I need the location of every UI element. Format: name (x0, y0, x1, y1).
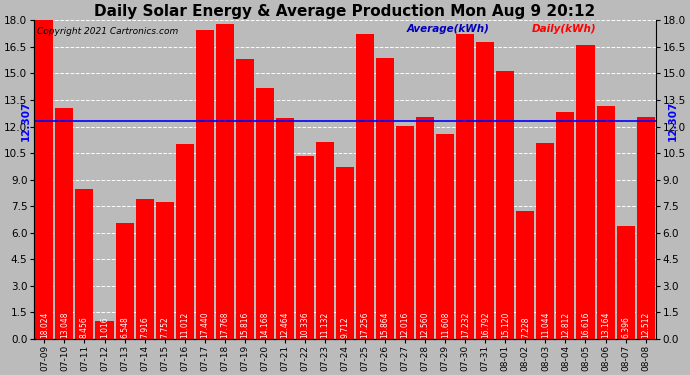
Bar (256, 88, 274, 339)
Text: 16.792: 16.792 (481, 312, 490, 338)
Text: 18.024: 18.024 (40, 312, 49, 338)
Bar (115, 223, 134, 339)
Bar (476, 42, 494, 339)
Text: 12.560: 12.560 (421, 312, 430, 338)
Bar (35, 20, 53, 339)
Text: 17.440: 17.440 (200, 312, 209, 338)
Text: 17.256: 17.256 (361, 312, 370, 338)
Bar (436, 134, 454, 339)
Bar (156, 202, 174, 339)
Bar (456, 34, 474, 339)
Bar (516, 211, 534, 339)
Text: Daily(kWh): Daily(kWh) (531, 24, 596, 33)
Bar (617, 226, 635, 339)
Title: Daily Solar Energy & Average Production Mon Aug 9 20:12: Daily Solar Energy & Average Production … (95, 4, 595, 19)
Text: 15.864: 15.864 (381, 312, 390, 338)
Text: 9.712: 9.712 (340, 316, 350, 338)
Text: 12.812: 12.812 (561, 312, 570, 338)
Text: 15.120: 15.120 (501, 312, 510, 338)
Bar (576, 45, 595, 339)
Text: 8.456: 8.456 (80, 316, 89, 338)
Bar (296, 156, 314, 339)
Text: 7.228: 7.228 (521, 316, 530, 338)
Text: 11.012: 11.012 (180, 312, 189, 338)
Text: 13.048: 13.048 (60, 312, 69, 338)
Bar (376, 58, 394, 339)
Bar (556, 112, 575, 339)
Text: 7.916: 7.916 (140, 316, 149, 338)
Bar (356, 33, 374, 339)
Text: 1.016: 1.016 (100, 316, 109, 338)
Text: 6.548: 6.548 (120, 316, 129, 338)
Bar (316, 142, 334, 339)
Text: 11.132: 11.132 (320, 312, 329, 338)
Bar (55, 108, 73, 339)
Text: Average(kWh): Average(kWh) (407, 24, 490, 33)
Text: 17.232: 17.232 (461, 312, 470, 338)
Text: 12.512: 12.512 (641, 312, 650, 338)
Text: 14.168: 14.168 (260, 312, 269, 338)
Bar (135, 199, 154, 339)
Text: 12.307: 12.307 (668, 101, 678, 141)
Bar (336, 167, 354, 339)
Bar (276, 118, 294, 339)
Bar (496, 71, 514, 339)
Bar (236, 59, 254, 339)
Text: 12.016: 12.016 (401, 312, 410, 338)
Text: 10.336: 10.336 (300, 312, 309, 338)
Bar (216, 24, 234, 339)
Text: 11.608: 11.608 (441, 312, 450, 338)
Text: 17.768: 17.768 (220, 312, 229, 338)
Text: Copyright 2021 Cartronics.com: Copyright 2021 Cartronics.com (37, 27, 179, 36)
Bar (396, 126, 414, 339)
Bar (637, 117, 655, 339)
Bar (176, 144, 194, 339)
Text: 7.752: 7.752 (160, 316, 169, 338)
Text: 15.816: 15.816 (240, 312, 249, 338)
Text: 11.044: 11.044 (541, 312, 550, 338)
Text: 13.164: 13.164 (601, 312, 610, 338)
Bar (416, 117, 434, 339)
Text: 12.307: 12.307 (20, 101, 30, 141)
Text: 6.396: 6.396 (621, 316, 630, 338)
Bar (196, 30, 214, 339)
Bar (597, 106, 615, 339)
Bar (75, 189, 93, 339)
Text: 16.616: 16.616 (581, 312, 590, 338)
Bar (95, 321, 114, 339)
Text: 12.464: 12.464 (280, 312, 289, 338)
Bar (536, 144, 555, 339)
